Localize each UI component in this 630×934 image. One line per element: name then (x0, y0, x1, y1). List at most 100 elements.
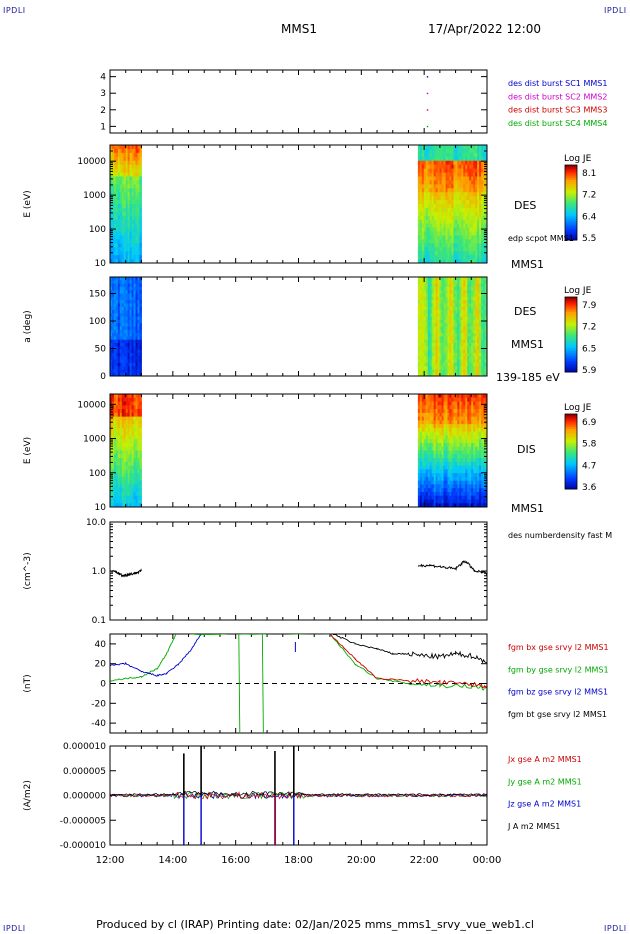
ytick-label-density: 1.0 (92, 567, 107, 577)
colorbar-tick-des-pitch: 5.9 (582, 366, 597, 376)
ytick-label-des-energy: 1000 (83, 191, 106, 201)
right-label-mms1: MMS1 (511, 258, 544, 271)
colorbar-tick-des-energy: 7.2 (582, 191, 596, 201)
corner-label-top-right: IPDLI (604, 6, 627, 15)
plot-datetime: 17/Apr/2022 12:00 (428, 22, 542, 36)
burst-point-3 (426, 76, 429, 78)
right-label-des: DES (514, 305, 536, 318)
time-tick-label: 00:00 (473, 855, 502, 866)
time-tick-label: 14:00 (158, 855, 187, 866)
ytick-label-density: 0.1 (92, 616, 106, 626)
ytick-label-burst: 2 (100, 106, 106, 116)
current-baseline-1 (109, 791, 487, 800)
fgm-series-line-1 (329, 634, 487, 689)
footer-credits: Produced by cl (IRAP) Printing date: 02/… (96, 918, 534, 931)
right-label-mms1: MMS1 (511, 502, 544, 515)
y-axis-label-current: (A/m2) (23, 780, 33, 811)
time-tick-label: 12:00 (96, 855, 125, 866)
ytick-label-des-pitch: 50 (95, 345, 107, 355)
legend-entry-fgm-0: fgm bx gse srvy l2 MMS1 (508, 643, 609, 652)
colorbar-title-dis-energy: Log JE (564, 403, 592, 413)
corner-label-bottom-right: IPDLI (604, 924, 627, 933)
ytick-label-current: 0.000005 (63, 767, 106, 777)
ytick-label-des-energy: 100 (89, 225, 106, 235)
colorbar-des-pitch (564, 296, 578, 373)
ytick-label-des-pitch: 100 (89, 317, 106, 327)
legend-entry-density-0: des numberdensity fast M (508, 531, 612, 540)
colorbar-tick-des-energy: 8.1 (582, 169, 596, 179)
ytick-label-burst: 3 (100, 89, 106, 99)
ytick-label-fgm: -20 (91, 699, 106, 709)
colorbar-tick-des-energy: 6.4 (582, 212, 597, 222)
right-label-mms1: MMS1 (511, 338, 544, 351)
summary-plot: 12:00 14:00 16:00 18:00 20:00 22:00 00:00 1 2 3 4 d… (23, 69, 612, 866)
right-label-energy-range: 139-185 eV (496, 371, 560, 384)
fgm-series-line-0 (110, 634, 487, 691)
time-tick-label: 18:00 (284, 855, 313, 866)
legend-entry-current-2: Jz gse A m2 MMS1 (507, 800, 581, 809)
ytick-label-des-energy: 10000 (77, 157, 106, 167)
time-tick-label: 20:00 (347, 855, 376, 866)
colorbar-tick-dis-energy: 6.9 (582, 418, 597, 428)
spectrogram-des-energy (110, 145, 488, 264)
colorbar-tick-des-pitch: 7.9 (582, 301, 597, 311)
ytick-label-current: 0.000010 (63, 742, 106, 752)
current-baseline-3 (109, 790, 487, 797)
colorbar-tick-des-pitch: 6.5 (582, 344, 596, 354)
legend-entry-fgm-1: fgm by gse srvy l2 MMS1 (508, 665, 609, 674)
ytick-label-dis-energy: 100 (89, 469, 106, 479)
panel-frame-burst (109, 69, 488, 134)
legend-entry-current-0: Jx gse A m2 MMS1 (507, 755, 582, 764)
legend-entry-burst-1: des dist burst SC2 MMS2 (508, 92, 607, 101)
ytick-label-dis-energy: 1000 (83, 435, 106, 445)
legend-entry-burst-2: des dist burst SC3 MMS3 (508, 106, 607, 115)
colorbar-tick-dis-energy: 5.8 (582, 440, 597, 450)
ytick-label-des-energy: 10 (95, 259, 107, 269)
colorbar-des-energy (564, 164, 578, 241)
colorbar-title-des-energy: Log JE (564, 154, 592, 164)
legend-entry-current-1: Jy gse A m2 MMS1 (507, 777, 582, 786)
y-axis-label-des-pitch: a (deg) (23, 310, 33, 342)
ytick-label-fgm: -40 (91, 719, 106, 729)
ytick-label-fgm: 40 (95, 640, 107, 650)
y-axis-label-dis-energy: E (eV) (23, 437, 33, 464)
colorbar-tick-dis-energy: 3.6 (582, 483, 597, 493)
y-axis-label-des-energy: E (eV) (23, 190, 33, 217)
spectrogram-dis-energy (110, 394, 488, 508)
legend-entry-fgm-3: fgm bt gse srvy l2 MMS1 (508, 710, 607, 719)
ytick-label-dis-energy: 10 (95, 503, 107, 513)
ytick-label-current: -0.000005 (60, 816, 106, 826)
burst-point-0 (426, 125, 429, 128)
colorbar-tick-des-energy: 5.5 (582, 234, 596, 244)
ytick-label-burst: 1 (100, 122, 106, 132)
fgm-series-line-3 (333, 634, 487, 664)
ytick-label-current: 0.000000 (63, 792, 106, 802)
y-axis-label-fgm: (nT) (23, 674, 33, 692)
legend-entry-fgm-2: fgm bz gse srvy l2 MMS1 (508, 688, 608, 697)
burst-point-2 (426, 92, 429, 95)
legend-entry-current-3: J A m2 MMS1 (507, 822, 560, 831)
ytick-label-des-pitch: 0 (100, 372, 106, 382)
ytick-label-des-pitch: 150 (89, 290, 106, 300)
corner-label-bottom-left: IPDLI (3, 924, 26, 933)
right-label-edp-scpot: edp scpot MMS1 (508, 234, 574, 243)
panel-frame-density (109, 521, 488, 621)
time-tick-label: 16:00 (221, 855, 250, 866)
fgm-crossing-0 (238, 633, 241, 734)
fgm-crossing-1 (261, 633, 264, 734)
corner-label-top-left: IPDLI (3, 6, 26, 15)
legend-entry-burst-3: des dist burst SC4 MMS4 (508, 119, 607, 128)
right-label-dis: DIS (517, 443, 536, 456)
y-axis-label-density: (cm^-3) (23, 552, 33, 589)
right-label-des: DES (514, 199, 536, 212)
colorbar-dis-energy (564, 413, 578, 490)
ytick-label-burst: 4 (100, 73, 106, 83)
colorbar-title-des-pitch: Log JE (564, 286, 592, 296)
ytick-label-fgm: 20 (95, 660, 107, 670)
mission-title: MMS1 (281, 22, 317, 36)
fgm-series-line-2 (110, 634, 202, 677)
time-tick-label: 22:00 (410, 855, 439, 866)
spectrogram-des-pitch (110, 277, 488, 377)
colorbar-tick-des-pitch: 7.2 (582, 323, 596, 333)
ytick-label-density: 10.0 (86, 518, 106, 528)
